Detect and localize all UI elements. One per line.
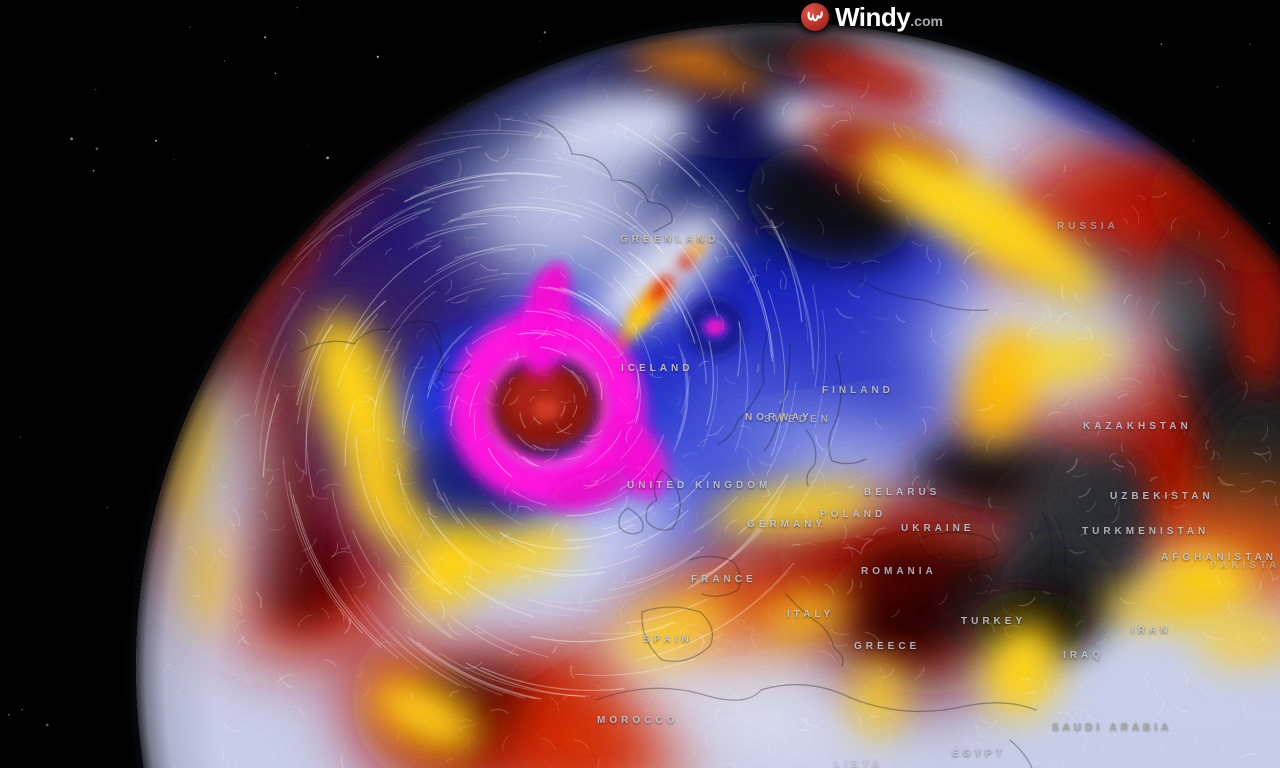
star-field [8,6,1270,727]
windy-logo-text: Windy .com [835,4,943,30]
windy-logo[interactable]: Windy .com [801,3,943,31]
windy-brand: Windy [835,2,911,32]
windy-swirl-icon [801,3,829,31]
limb-shading [136,23,1280,768]
windy-suffix: .com [910,13,943,29]
globe-surface [136,23,1280,768]
atmosphere-rim [133,20,1280,768]
